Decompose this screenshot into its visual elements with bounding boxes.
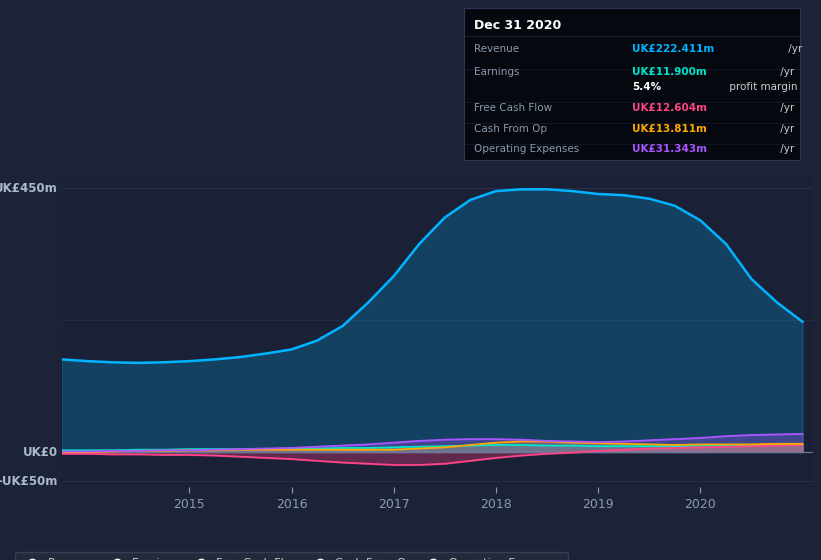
Text: Operating Expenses: Operating Expenses <box>474 144 579 154</box>
Text: /yr: /yr <box>786 44 803 54</box>
Text: /yr: /yr <box>777 103 794 113</box>
Text: Revenue: Revenue <box>474 44 519 54</box>
Text: UK£0: UK£0 <box>23 446 57 459</box>
Text: UK£31.343m: UK£31.343m <box>632 144 707 154</box>
Text: profit margin: profit margin <box>727 82 798 92</box>
Text: 5.4%: 5.4% <box>632 82 661 92</box>
Text: /yr: /yr <box>777 67 794 77</box>
Text: UK£11.900m: UK£11.900m <box>632 67 707 77</box>
Text: Earnings: Earnings <box>474 67 520 77</box>
Text: UK£450m: UK£450m <box>0 181 57 195</box>
Text: Dec 31 2020: Dec 31 2020 <box>474 19 562 32</box>
Text: -UK£50m: -UK£50m <box>0 475 57 488</box>
Text: Free Cash Flow: Free Cash Flow <box>474 103 552 113</box>
Text: UK£222.411m: UK£222.411m <box>632 44 714 54</box>
Legend: Revenue, Earnings, Free Cash Flow, Cash From Op, Operating Expenses: Revenue, Earnings, Free Cash Flow, Cash … <box>15 552 568 560</box>
Text: UK£12.604m: UK£12.604m <box>632 103 707 113</box>
Text: UK£13.811m: UK£13.811m <box>632 124 707 134</box>
Text: /yr: /yr <box>777 124 794 134</box>
Text: /yr: /yr <box>777 144 794 154</box>
Text: Cash From Op: Cash From Op <box>474 124 547 134</box>
